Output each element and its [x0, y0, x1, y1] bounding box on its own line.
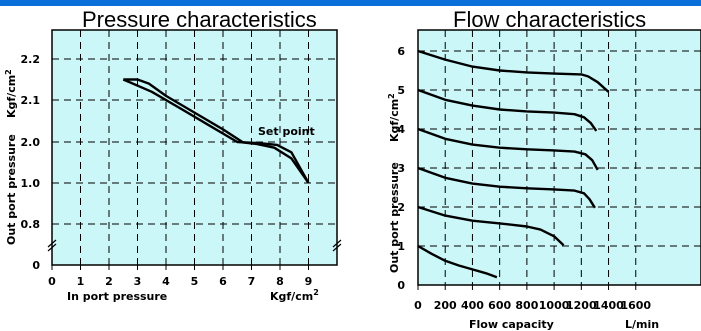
flow-y-axis-label: Out port pressure — [388, 162, 401, 273]
flow-y-tick-label: 4 — [397, 123, 405, 136]
pressure-x-tick-label: 4 — [162, 275, 170, 288]
flow-series-6 — [417, 244, 498, 279]
flow-y-tick-label: 5 — [397, 84, 405, 97]
flow-series-1 — [417, 49, 610, 93]
top-accent-bar — [0, 0, 701, 6]
pressure-y-tick-label: 2.2 — [21, 53, 41, 66]
pressure-y-tick-label: 1.0 — [21, 177, 41, 190]
flow-x-tick-label: 200 — [434, 299, 457, 312]
flow-y-tick-label: 6 — [397, 45, 405, 58]
pressure-x-tick-label: 8 — [276, 275, 284, 288]
flow-y-unit: Kgf/cm2 — [387, 93, 401, 142]
pressure-chart-title: Pressure characteristics — [82, 7, 317, 32]
pressure-series-2 — [122, 78, 310, 184]
pressure-y-tick-label: 0 — [32, 259, 40, 272]
pressure-y-tick-label: 0.8 — [21, 218, 41, 231]
pressure-x-tick-label: 9 — [305, 275, 313, 288]
pressure-axis-break-right — [332, 239, 342, 252]
pressure-series-1 — [123, 78, 310, 184]
flow-x-tick-label: 1600 — [620, 299, 651, 312]
pressure-axis-break-left — [47, 239, 57, 252]
flow-chart-title: Flow characteristics — [453, 7, 647, 32]
pressure-x-tick-label: 6 — [219, 275, 227, 288]
pressure-plot-area — [51, 29, 338, 266]
pressure-x-tick-label: 2 — [105, 275, 113, 288]
flow-y-tick-label: 3 — [397, 162, 405, 175]
pressure-x-tick-label: 0 — [48, 275, 56, 288]
flow-y-tick-label: 0 — [397, 279, 405, 292]
flow-y-tick-label: 2 — [397, 201, 405, 214]
flow-x-tick-label: 0 — [414, 299, 422, 312]
pressure-y-tick-label: 2.0 — [21, 136, 41, 149]
flow-series-4 — [417, 166, 596, 209]
pressure-set-point-label: Set point — [258, 125, 315, 138]
flow-x-tick-label: 600 — [488, 299, 511, 312]
flow-x-tick-label: 1200 — [566, 299, 597, 312]
flow-x-tick-label: 400 — [461, 299, 484, 312]
pressure-x-tick-label: 1 — [77, 275, 85, 288]
flow-series-5 — [417, 205, 565, 247]
flow-x-axis-label: Flow capacity — [469, 318, 554, 331]
pressure-x-unit: Kgf/cm2 — [270, 288, 319, 303]
flow-y-tick-label: 1 — [397, 240, 405, 253]
pressure-x-tick-label: 3 — [134, 275, 142, 288]
flow-x-unit: L/min — [625, 318, 659, 331]
pressure-y-axis-label: Out port pressure — [5, 134, 18, 245]
pressure-x-tick-label: 5 — [191, 275, 199, 288]
flow-x-tick-label: 1400 — [593, 299, 624, 312]
flow-series-3 — [417, 127, 599, 171]
pressure-x-tick-label: 7 — [248, 275, 256, 288]
pressure-y-tick-label: 2.1 — [21, 94, 41, 107]
pressure-y-unit: Kgf/cm2 — [4, 69, 18, 118]
flow-x-tick-label: 800 — [515, 299, 538, 312]
pressure-x-axis-label: In port pressure — [67, 290, 167, 303]
flow-x-tick-label: 1000 — [539, 299, 570, 312]
flow-plot-area — [417, 29, 701, 286]
flow-series-2 — [417, 88, 598, 132]
